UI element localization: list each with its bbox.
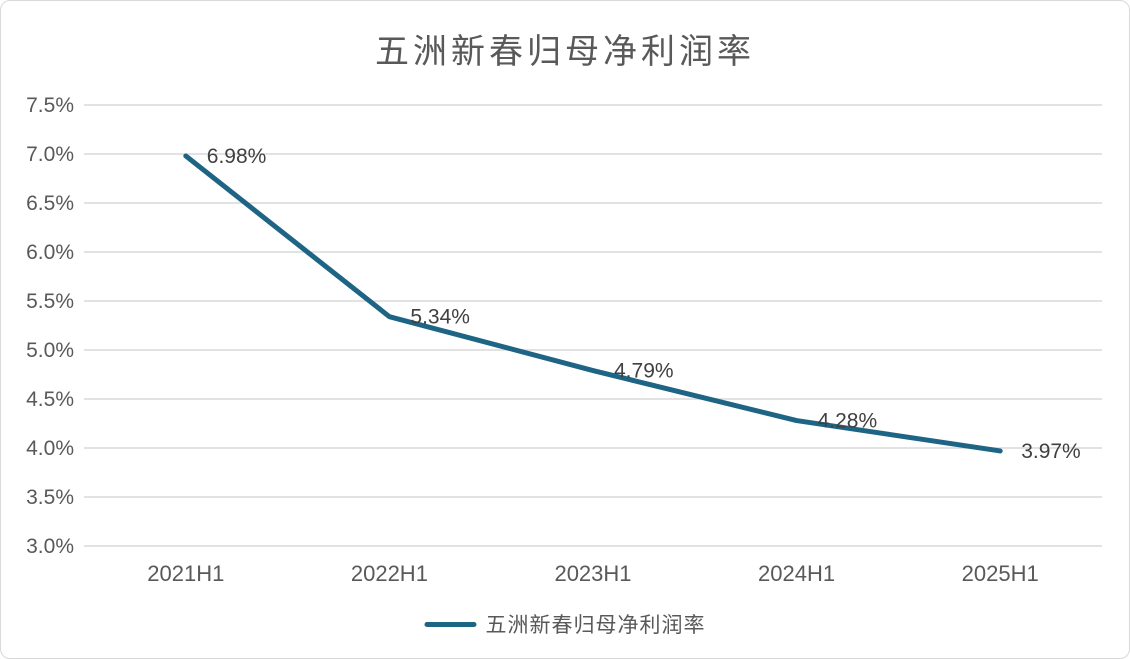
y-axis-tick-label: 6.5% xyxy=(26,192,74,215)
y-axis-tick-label: 7.0% xyxy=(26,143,74,166)
data-label: 4.28% xyxy=(818,410,878,433)
y-axis-tick-label: 4.5% xyxy=(26,388,74,411)
legend-line-swatch xyxy=(424,621,477,627)
legend: 五洲新春归母净利润率 xyxy=(424,609,706,639)
y-axis-tick-label: 5.5% xyxy=(26,290,74,313)
y-axis-tick-label: 6.0% xyxy=(26,241,74,264)
y-axis-tick-label: 5.0% xyxy=(26,339,74,362)
data-label: 4.79% xyxy=(614,360,674,383)
series-line xyxy=(183,153,1003,454)
legend-label: 五洲新春归母净利润率 xyxy=(485,614,706,637)
y-axis-tick-label: 4.0% xyxy=(26,437,74,460)
x-axis-tick-label: 2021H1 xyxy=(147,561,224,586)
y-axis-tick-label: 3.0% xyxy=(26,535,74,558)
data-label: 5.34% xyxy=(410,306,470,329)
x-axis-tick-label: 2022H1 xyxy=(351,561,428,586)
y-axis-tick-label: 3.5% xyxy=(26,486,74,509)
y-axis-tick-label: 7.5% xyxy=(26,94,74,117)
x-axis-tick-label: 2024H1 xyxy=(758,561,835,586)
data-label: 3.97% xyxy=(1021,440,1081,463)
chart-title: 五洲新春归母净利润率 xyxy=(375,33,755,71)
x-axis-tick-label: 2023H1 xyxy=(554,561,631,586)
data-label: 6.98% xyxy=(207,145,267,168)
x-axis-tick-label: 2025H1 xyxy=(962,561,1039,586)
